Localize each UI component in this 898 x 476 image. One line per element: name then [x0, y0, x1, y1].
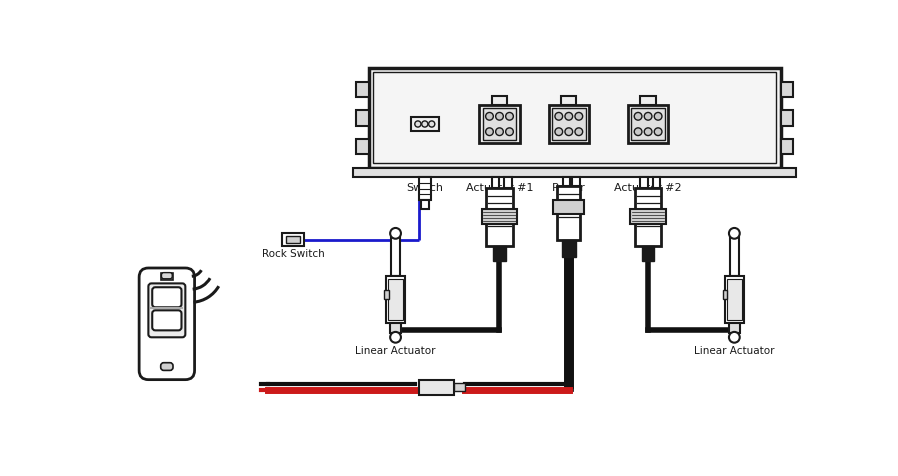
- Bar: [640, 96, 656, 106]
- Circle shape: [565, 129, 573, 136]
- Bar: [729, 324, 740, 333]
- Circle shape: [496, 129, 504, 136]
- Text: Actuator #1: Actuator #1: [466, 182, 533, 192]
- Bar: [286, 236, 300, 244]
- Circle shape: [486, 129, 493, 136]
- Circle shape: [575, 113, 583, 121]
- Bar: [386, 276, 405, 324]
- Circle shape: [390, 228, 401, 239]
- Bar: [723, 290, 727, 299]
- Bar: [368, 69, 780, 169]
- Circle shape: [506, 129, 514, 136]
- Circle shape: [486, 113, 493, 121]
- Bar: [653, 178, 660, 188]
- Circle shape: [729, 332, 740, 343]
- Text: Linear Actuator: Linear Actuator: [694, 345, 775, 355]
- Bar: [642, 246, 655, 261]
- Circle shape: [428, 122, 435, 128]
- Bar: [558, 187, 580, 241]
- Bar: [725, 276, 744, 324]
- Bar: [161, 273, 173, 280]
- Circle shape: [644, 113, 652, 121]
- Bar: [780, 82, 793, 98]
- Bar: [730, 234, 738, 276]
- Bar: [482, 209, 517, 225]
- Circle shape: [634, 113, 642, 121]
- Text: Linear Actuator: Linear Actuator: [356, 345, 436, 355]
- Bar: [549, 106, 589, 144]
- Bar: [357, 139, 368, 155]
- Text: Actuator #2: Actuator #2: [614, 182, 682, 192]
- Bar: [553, 201, 585, 215]
- Bar: [482, 109, 516, 141]
- Circle shape: [729, 228, 740, 239]
- Bar: [357, 111, 368, 126]
- Bar: [504, 178, 512, 188]
- Bar: [418, 380, 454, 395]
- Bar: [640, 178, 648, 188]
- Bar: [353, 169, 796, 178]
- Bar: [563, 178, 570, 187]
- Bar: [780, 139, 793, 155]
- Circle shape: [496, 113, 504, 121]
- Bar: [487, 188, 513, 246]
- Bar: [572, 178, 579, 187]
- Text: 30A: 30A: [425, 383, 448, 393]
- Bar: [628, 106, 668, 144]
- Bar: [282, 233, 304, 247]
- Bar: [480, 106, 520, 144]
- Circle shape: [655, 129, 662, 136]
- Bar: [411, 118, 438, 132]
- FancyBboxPatch shape: [162, 273, 172, 279]
- Bar: [631, 109, 665, 141]
- Bar: [552, 109, 585, 141]
- Bar: [492, 96, 507, 106]
- Bar: [384, 290, 389, 299]
- Bar: [421, 201, 428, 210]
- Circle shape: [575, 129, 583, 136]
- Circle shape: [634, 129, 642, 136]
- Bar: [454, 384, 465, 391]
- Circle shape: [555, 113, 563, 121]
- Bar: [388, 279, 403, 321]
- Circle shape: [422, 122, 427, 128]
- Text: Switch: Switch: [406, 182, 444, 192]
- Bar: [780, 111, 793, 126]
- Text: DN: DN: [156, 314, 177, 327]
- Bar: [493, 246, 506, 261]
- Bar: [392, 234, 400, 276]
- Circle shape: [565, 113, 573, 121]
- Text: Power: Power: [552, 182, 585, 192]
- FancyBboxPatch shape: [153, 311, 181, 331]
- FancyBboxPatch shape: [161, 363, 173, 371]
- FancyBboxPatch shape: [139, 268, 195, 380]
- Bar: [374, 73, 776, 164]
- Text: UP: UP: [157, 291, 176, 304]
- Bar: [635, 188, 661, 246]
- Bar: [561, 96, 577, 106]
- Circle shape: [415, 122, 421, 128]
- Bar: [418, 178, 431, 201]
- Bar: [390, 324, 401, 333]
- Circle shape: [555, 129, 563, 136]
- Bar: [357, 82, 368, 98]
- FancyBboxPatch shape: [153, 288, 181, 307]
- Text: Rock Switch: Rock Switch: [261, 248, 324, 258]
- Circle shape: [655, 113, 662, 121]
- FancyBboxPatch shape: [148, 284, 185, 337]
- Circle shape: [644, 129, 652, 136]
- Circle shape: [506, 113, 514, 121]
- Bar: [726, 279, 742, 321]
- Bar: [562, 241, 576, 258]
- Bar: [492, 178, 499, 188]
- Bar: [630, 209, 665, 225]
- Circle shape: [390, 332, 401, 343]
